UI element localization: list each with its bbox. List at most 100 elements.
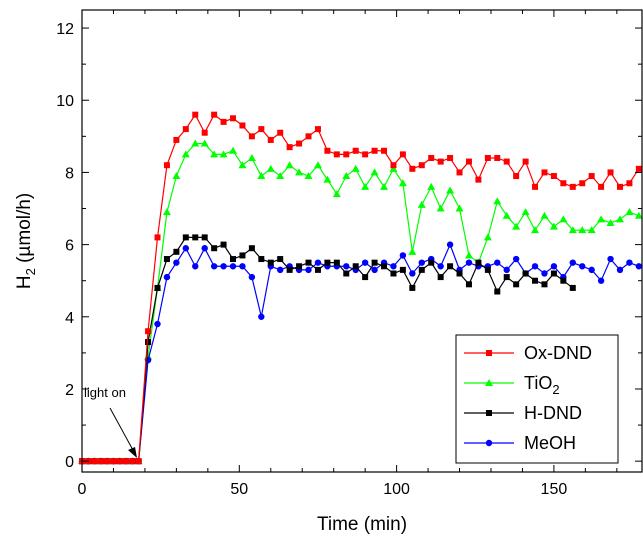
data-point-ox-dnd — [305, 133, 312, 140]
axes: 0 50 100 150 0 2 4 6 8 10 12 — [56, 10, 642, 498]
data-point-ox-dnd — [277, 129, 284, 136]
data-point-ox-dnd — [201, 129, 208, 136]
legend-marker-ox-dnd — [486, 350, 492, 356]
data-point-h-dnd — [550, 270, 557, 277]
data-point-tio2 — [285, 161, 294, 169]
data-point-ox-dnd — [456, 169, 463, 176]
data-point-tio2 — [361, 182, 370, 190]
y-tick-label: 12 — [56, 21, 74, 38]
data-point-ox-dnd — [428, 154, 435, 161]
data-point-ox-dnd — [333, 151, 340, 158]
data-point-ox-dnd — [192, 111, 199, 118]
data-point-h-dnd — [475, 259, 482, 266]
legend-box — [455, 334, 619, 464]
data-point-h-dnd — [428, 259, 435, 266]
data-point-h-dnd — [409, 284, 416, 291]
data-point-meoh — [418, 259, 425, 266]
data-point-tio2 — [229, 146, 238, 154]
data-point-h-dnd — [541, 281, 548, 288]
data-point-ox-dnd — [409, 165, 416, 172]
data-point-h-dnd — [145, 339, 152, 346]
data-point-ox-dnd — [97, 458, 104, 465]
data-point-ox-dnd — [503, 158, 510, 165]
data-point-tio2 — [606, 218, 615, 226]
data-point-ox-dnd — [532, 183, 539, 190]
data-point-tio2 — [615, 215, 624, 223]
data-point-h-dnd — [286, 266, 293, 273]
data-point-h-dnd — [513, 281, 520, 288]
data-point-tio2 — [493, 197, 502, 205]
data-point-tio2 — [181, 150, 190, 158]
data-point-ox-dnd — [399, 151, 406, 158]
data-point-tio2 — [502, 211, 511, 219]
data-point-meoh — [173, 259, 180, 266]
data-point-meoh — [163, 273, 171, 281]
data-point-ox-dnd — [437, 158, 444, 165]
data-point-ox-dnd — [286, 144, 293, 151]
data-point-h-dnd — [465, 281, 472, 288]
data-point-meoh — [569, 259, 576, 266]
data-point-h-dnd — [277, 256, 284, 263]
data-point-ox-dnd — [447, 154, 454, 161]
data-point-ox-dnd — [145, 328, 152, 335]
data-point-ox-dnd — [635, 165, 642, 172]
data-point-tio2 — [266, 164, 275, 172]
data-point-meoh — [409, 270, 416, 277]
data-point-meoh — [550, 263, 558, 270]
y-axis-title: H2 (µmol/h) — [14, 193, 38, 289]
data-point-h-dnd — [352, 263, 359, 270]
data-point-tio2 — [313, 161, 322, 169]
data-point-ox-dnd — [418, 162, 425, 169]
data-point-h-dnd — [362, 274, 369, 281]
data-point-tio2 — [521, 208, 530, 216]
data-point-tio2 — [323, 175, 332, 183]
data-point-meoh — [579, 263, 586, 270]
data-point-meoh — [597, 277, 605, 284]
data-point-meoh — [343, 263, 350, 270]
data-point-tio2 — [238, 161, 247, 169]
data-point-ox-dnd — [91, 458, 98, 465]
data-point-h-dnd — [230, 256, 237, 263]
data-point-meoh — [182, 245, 190, 252]
data-point-h-dnd — [173, 248, 180, 255]
data-point-meoh — [229, 263, 237, 270]
light-on-annotation: light on — [84, 385, 137, 458]
data-point-ox-dnd — [116, 458, 123, 465]
data-point-meoh — [305, 266, 312, 274]
data-point-tio2 — [210, 150, 219, 158]
data-point-tio2 — [549, 222, 558, 230]
data-point-ox-dnd — [123, 458, 130, 465]
data-point-h-dnd — [267, 259, 274, 266]
data-point-meoh — [531, 263, 539, 270]
data-point-tio2 — [417, 200, 426, 208]
data-point-meoh — [446, 241, 454, 248]
plot-content — [78, 111, 643, 465]
legend-marker-tio2 — [485, 379, 493, 386]
x-tick-label: 100 — [383, 481, 410, 498]
data-point-ox-dnd — [541, 169, 548, 176]
data-point-ox-dnd — [154, 234, 161, 241]
data-point-h-dnd — [399, 266, 406, 273]
data-point-h-dnd — [447, 263, 454, 270]
data-point-meoh — [626, 259, 633, 266]
data-point-ox-dnd — [182, 126, 189, 133]
data-point-tio2 — [351, 164, 360, 172]
x-tick-label: 0 — [78, 481, 87, 498]
data-point-tio2 — [568, 226, 577, 234]
legend-label-meoh: MeOH — [524, 433, 576, 453]
data-point-h-dnd — [418, 266, 425, 273]
data-point-meoh — [541, 270, 548, 277]
data-point-tio2 — [427, 182, 436, 190]
data-point-tio2 — [398, 179, 407, 187]
data-point-h-dnd — [522, 270, 529, 277]
data-point-meoh — [154, 320, 161, 328]
data-point-h-dnd — [239, 252, 246, 259]
data-point-ox-dnd — [598, 183, 605, 190]
data-point-ox-dnd — [220, 118, 227, 125]
data-point-meoh — [465, 259, 473, 266]
data-point-ox-dnd — [381, 147, 388, 154]
data-point-tio2 — [540, 211, 549, 219]
data-point-ox-dnd — [110, 458, 117, 465]
data-point-tio2 — [446, 186, 455, 194]
